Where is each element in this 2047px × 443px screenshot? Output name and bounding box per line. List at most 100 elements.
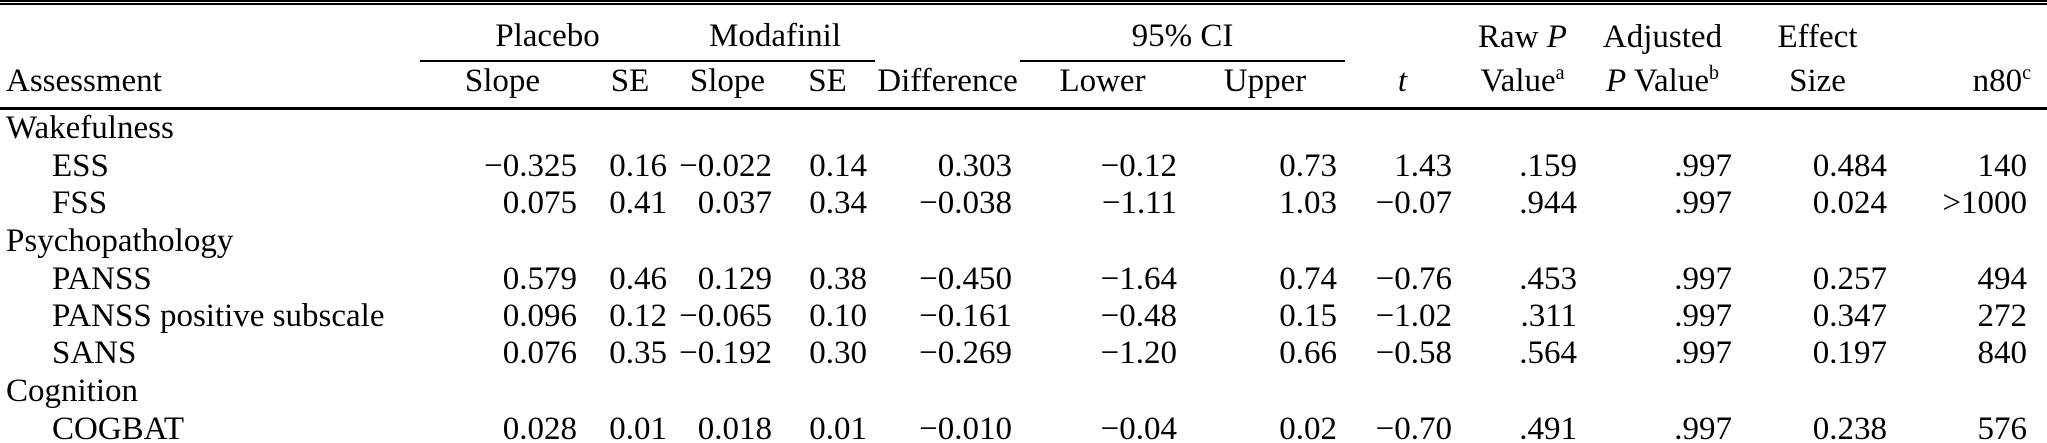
- raw-p-header-line2: Valuea: [1460, 61, 1585, 109]
- cell-value: −0.325: [484, 147, 577, 184]
- cell-value: 272: [1977, 297, 2028, 334]
- cell-value: −0.038: [919, 184, 1013, 221]
- placebo-group-label: Placebo: [495, 18, 600, 54]
- cell-value: −0.450: [919, 260, 1013, 297]
- cell-value: .491: [1519, 410, 1578, 443]
- t-column-header: t: [1345, 61, 1460, 109]
- table-header: Placebo Modafinil 95% CI Raw P Adjusted …: [0, 2, 2047, 109]
- cell-value: 840: [1977, 334, 2028, 371]
- raw-p-header-line1: Raw P: [1460, 3, 1585, 62]
- placebo-group-header: Placebo: [420, 2, 675, 62]
- ci-group-label: 95% CI: [1131, 18, 1234, 54]
- cell-value: 0.037: [697, 184, 772, 221]
- cell-value: .944: [1519, 184, 1578, 221]
- raw-p-text: Raw: [1478, 19, 1547, 55]
- cell-value: .997: [1674, 184, 1733, 221]
- modafinil-slope-column-header: Slope: [689, 63, 766, 99]
- table-row: FSS 0.075 0.41 0.037 0.34 −0.038 −1.11 1.03 −0.0…: [0, 185, 2047, 222]
- section-name: Psychopathology: [6, 222, 234, 259]
- cell-value: −0.48: [1100, 297, 1178, 334]
- cell-value: 0.129: [697, 260, 772, 297]
- cell-value: −0.010: [919, 410, 1013, 443]
- table-row: PANSS positive subscale 0.096 0.12 −0.065 0.…: [0, 298, 2047, 335]
- t-italic: t: [1397, 63, 1408, 99]
- cell-value: −0.07: [1375, 184, 1453, 221]
- cell-value: −0.04: [1100, 410, 1178, 443]
- cell-value: −1.11: [1101, 184, 1178, 221]
- cell-value: 0.028: [502, 410, 577, 443]
- cell-value: 0.076: [502, 334, 577, 371]
- cell-value: 0.46: [609, 260, 667, 297]
- cell-value: >1000: [1942, 184, 2028, 221]
- cell-value: 0.34: [809, 184, 868, 221]
- cell-value: 0.484: [1812, 147, 1888, 184]
- cell-value: .997: [1674, 260, 1733, 297]
- cell-value: 0.16: [609, 147, 667, 184]
- cell-value: −1.20: [1100, 334, 1178, 371]
- cell-value: 0.02: [1279, 410, 1338, 443]
- cell-value: .311: [1520, 297, 1578, 334]
- group-header-row: Placebo Modafinil 95% CI Raw P Adjusted …: [0, 2, 2047, 62]
- modafinil-group-label: Modafinil: [709, 18, 841, 54]
- ci-group-header: 95% CI: [1020, 2, 1346, 62]
- cell-value: 140: [1977, 147, 2028, 184]
- cell-assessment: PANSS: [52, 260, 152, 297]
- ci-lower-column-header: Lower: [1059, 63, 1146, 99]
- adjusted-p-italic: P: [1606, 63, 1627, 99]
- effect-header-line2: Size: [1740, 61, 1895, 109]
- n80-text: n80: [1972, 63, 2023, 99]
- table-row: ESS −0.325 0.16 −0.022 0.14 0.303 −0.12 0.73 1.4…: [0, 148, 2047, 185]
- cell-value: −0.192: [679, 334, 772, 371]
- cell-value: 0.73: [1279, 147, 1338, 184]
- section-name: Cognition: [6, 372, 139, 409]
- cell-value: .159: [1519, 147, 1578, 184]
- cell-assessment: FSS: [52, 184, 108, 221]
- cell-value: .997: [1674, 334, 1733, 371]
- cell-value: −0.269: [919, 334, 1013, 371]
- adjusted-header-line1: Adjusted: [1585, 3, 1740, 62]
- cell-value: 0.347: [1812, 297, 1888, 334]
- cell-value: 1.43: [1394, 147, 1453, 184]
- empty-header-cell: [875, 3, 1020, 62]
- cell-value: −0.065: [679, 297, 772, 334]
- table-body: Wakefulness ESS −0.325 0.16 −0.022 0.14 0.303−…: [0, 109, 2047, 443]
- placebo-se-column-header: SE: [610, 63, 650, 99]
- cell-assessment: PANSS positive subscale: [52, 297, 385, 334]
- adjusted-text: Adjusted: [1602, 19, 1723, 55]
- placebo-slope-column-header: Slope: [464, 63, 541, 99]
- cell-value: 0.15: [1279, 297, 1338, 334]
- empty-header-cell: [1345, 3, 1460, 62]
- modafinil-se-column-header: SE: [808, 63, 847, 99]
- cell-value: −0.58: [1375, 334, 1453, 371]
- cell-value: 0.579: [502, 260, 577, 297]
- cell-value: −1.02: [1375, 297, 1453, 334]
- cell-value: 0.41: [609, 184, 667, 221]
- effect-text: Effect: [1777, 19, 1858, 55]
- n80-column-header: n80c: [1895, 61, 2047, 109]
- cell-value: 0.257: [1812, 260, 1888, 297]
- cell-value: −0.022: [679, 147, 772, 184]
- cell-value: 0.01: [609, 410, 667, 443]
- cell-value: 576: [1977, 410, 2028, 443]
- cell-value: −1.64: [1100, 260, 1178, 297]
- raw-p-italic: P: [1546, 19, 1567, 55]
- cell-value: 494: [1977, 260, 2028, 297]
- cell-value: 0.096: [502, 297, 577, 334]
- cell-value: −0.12: [1100, 147, 1178, 184]
- footnote-a-marker: a: [1555, 62, 1565, 84]
- cell-value: 0.303: [937, 147, 1013, 184]
- table-row: COGBAT 0.028 0.01 0.018 0.01 −0.010 −0.04 0.02 −…: [0, 411, 2047, 443]
- cell-value: .997: [1674, 297, 1733, 334]
- table-row: PANSS 0.579 0.46 0.129 0.38 −0.450 −1.64 0.74 −0…: [0, 261, 2047, 298]
- assessment-column-header: Assessment: [6, 63, 162, 99]
- cell-value: −0.161: [919, 297, 1013, 334]
- cell-assessment: COGBAT: [52, 410, 185, 443]
- cell-value: 0.01: [809, 410, 868, 443]
- cell-value: 0.024: [1812, 184, 1888, 221]
- cell-value: .997: [1674, 410, 1733, 443]
- cell-value: 0.075: [502, 184, 577, 221]
- difference-column-header: Difference: [877, 63, 1018, 99]
- section-row: Psychopathology: [0, 222, 2047, 261]
